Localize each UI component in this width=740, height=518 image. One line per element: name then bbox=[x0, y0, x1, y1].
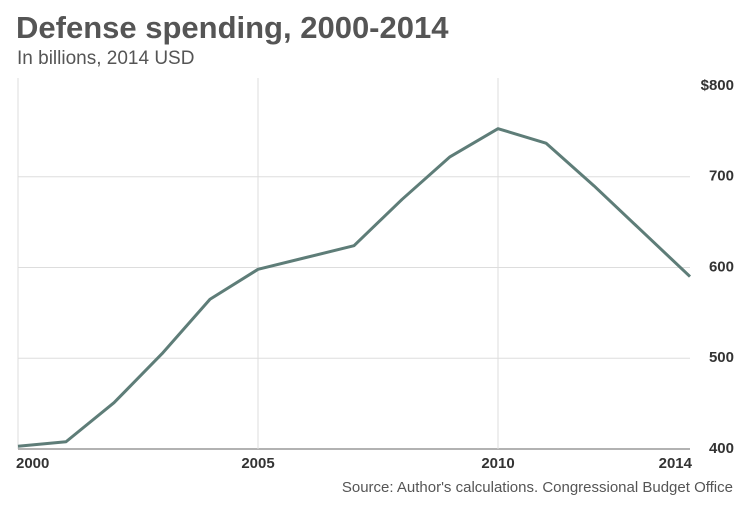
x-tick-label: 2005 bbox=[241, 455, 274, 472]
y-tick-label: 600 bbox=[709, 258, 734, 275]
x-tick-label: 2000 bbox=[16, 455, 49, 472]
y-tick-label: 500 bbox=[709, 349, 734, 366]
chart-title: Defense spending, 2000-2014 bbox=[16, 10, 449, 45]
chart-subtitle: In billions, 2014 USD bbox=[17, 48, 194, 69]
source-note: Source: Author's calculations. Congressi… bbox=[342, 479, 733, 496]
x-tick-label: 2010 bbox=[481, 455, 514, 472]
y-tick-label: $800 bbox=[701, 77, 734, 94]
x-tick-label: 2014 bbox=[659, 455, 693, 472]
data-line bbox=[17, 127, 692, 448]
y-tick-label: 700 bbox=[709, 168, 734, 185]
y-tick-label: 400 bbox=[709, 440, 734, 457]
